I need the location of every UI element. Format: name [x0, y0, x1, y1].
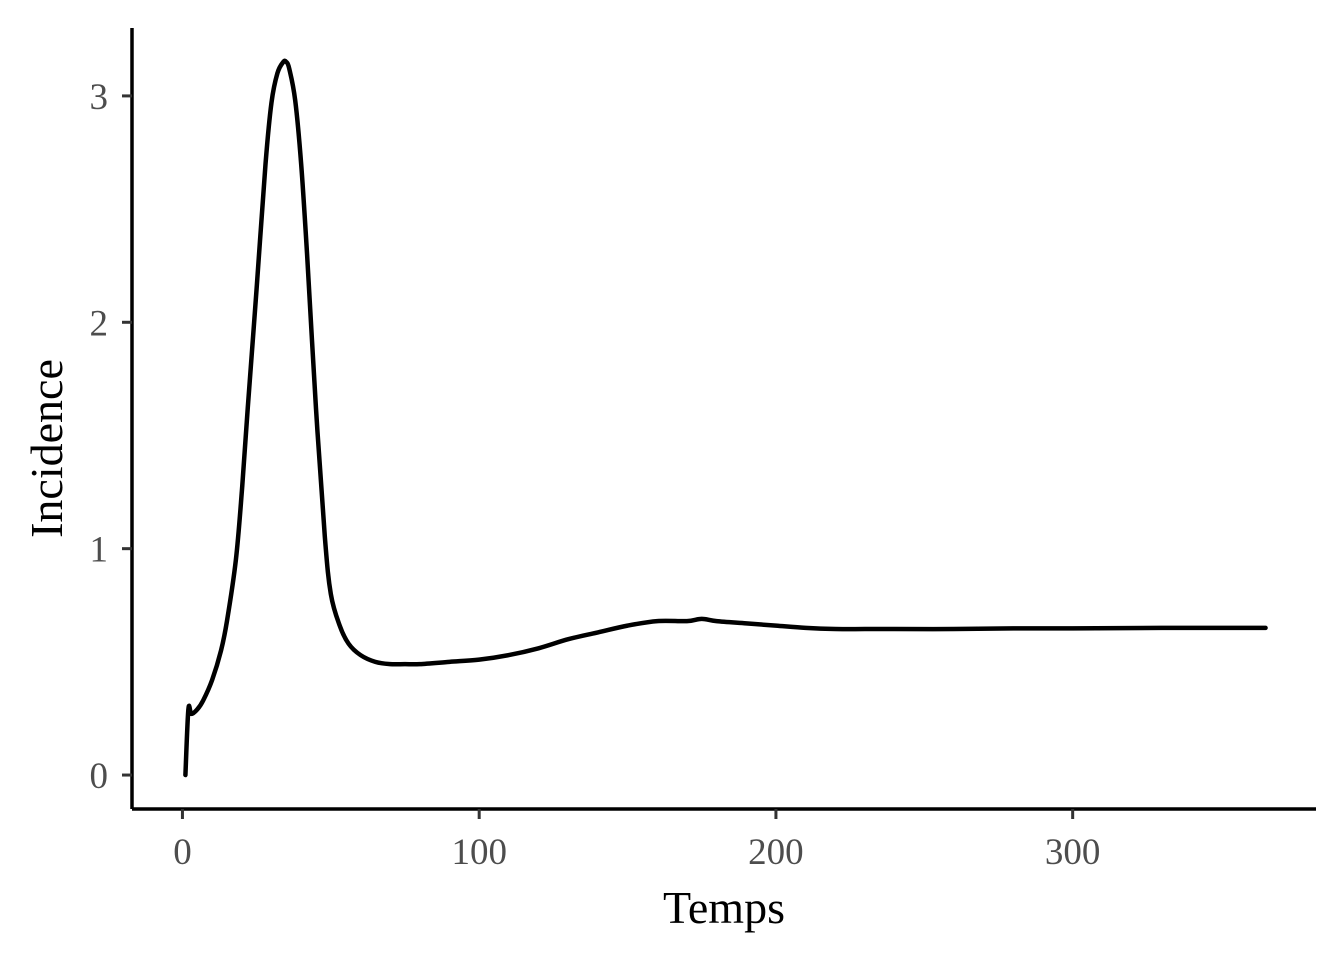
y-tick-label: 1	[90, 530, 109, 571]
y-tick-label: 0	[90, 756, 109, 797]
x-axis-ticks: 0 100 200 300	[173, 809, 1100, 873]
y-axis-ticks: 0 1 2 3	[90, 77, 132, 797]
x-tick-label: 300	[1045, 832, 1101, 873]
y-tick-label: 3	[90, 77, 109, 118]
y-tick-label: 2	[90, 303, 109, 344]
series-layer	[183, 58, 1268, 778]
y-axis-title: Incidence	[21, 359, 72, 538]
series-line	[183, 58, 1268, 778]
x-tick-label: 200	[748, 832, 804, 873]
x-axis-title: Temps	[663, 882, 785, 933]
x-tick-label: 100	[451, 832, 507, 873]
x-tick-label: 0	[173, 832, 192, 873]
